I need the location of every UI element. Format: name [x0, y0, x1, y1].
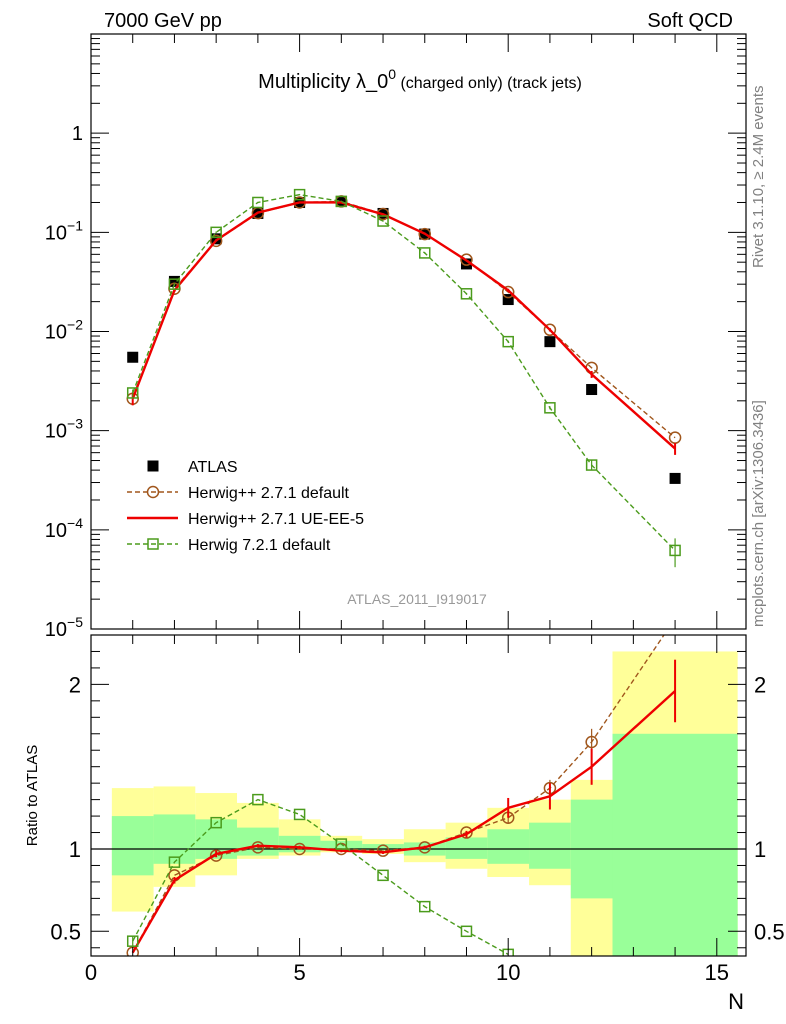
ratio-ytick-label: 0.5 — [50, 919, 81, 944]
ratio-ytick-label-right: 0.5 — [754, 919, 785, 944]
uncertainty-band-inner — [487, 829, 530, 864]
legend: ATLAS Herwig++ 2.7.1 default Herwig++ 2.7.… — [127, 459, 364, 554]
chart-title: Multiplicity λ_00 (charged only) (track … — [258, 66, 582, 93]
legend-entry: Herwig++ 2.7.1 default — [127, 485, 350, 502]
main-series-0-point — [586, 384, 598, 396]
main-series-0-point — [669, 472, 681, 484]
legend-label: Herwig++ 2.7.1 default — [188, 485, 350, 502]
main-series-1-point — [460, 253, 473, 266]
uncertainty-band-inner — [362, 844, 404, 851]
main-series-1-point — [543, 323, 557, 337]
legend-entry: ATLAS — [147, 459, 238, 476]
uncertainty-band-inner — [111, 816, 154, 876]
main-series-3-point — [293, 188, 306, 201]
main-series-1-point — [376, 207, 390, 221]
ratio-plot-area — [91, 635, 746, 956]
legend-marker — [147, 460, 159, 472]
xtick-label: 0 — [85, 960, 97, 985]
ratio-panel — [91, 635, 746, 956]
main-series-1-point — [209, 234, 223, 248]
legend-marker — [146, 485, 160, 499]
uncertainty-band-inner — [529, 822, 571, 869]
main-ytick-label: 10−4 — [45, 515, 83, 542]
main-series-0-point — [127, 351, 139, 363]
ratio-series-2-point — [126, 935, 139, 947]
main-plot-area — [126, 188, 682, 568]
main-series-3-point — [585, 459, 598, 471]
main-ytick-label: 10−2 — [45, 317, 83, 344]
main-series-0-point — [210, 233, 222, 245]
ratio-series-2-line — [132, 798, 509, 955]
uncertainty-band-inner — [320, 840, 363, 851]
main-series-3-point — [168, 278, 181, 290]
plot-frames: 0.5 0.5 1 1 2 2 Ratio to ATLAS 0 5 10 15 N 10−5 10−4 1… — [24, 33, 785, 1014]
main-ytick-label: 10−3 — [45, 416, 83, 443]
x-axis-label: N — [728, 989, 744, 1014]
main-ytick-label: 1 — [72, 123, 83, 145]
main-ytick-label: 10−5 — [45, 614, 83, 641]
ratio-ylabel: Ratio to ATLAS — [24, 745, 41, 846]
ratio-ytick-label: 1 — [69, 837, 81, 862]
header-left-label: 7000 GeV pp — [104, 10, 222, 32]
legend-label: Herwig 7.2.1 default — [188, 537, 331, 554]
header-right-label: Soft QCD — [647, 10, 733, 32]
ratio-frame — [90, 634, 747, 957]
main-series-3-point — [544, 402, 556, 414]
main-series-3-point — [210, 226, 222, 239]
main-series-3-point — [126, 387, 139, 399]
ratio-series-0-point — [460, 826, 473, 839]
xtick-label: 15 — [705, 960, 729, 985]
legend-entry: Herwig 7.2.1 default — [127, 537, 331, 554]
ratio-series-2-point — [252, 793, 264, 806]
ratio-series-2-point — [210, 816, 222, 829]
main-series-0-point — [460, 258, 472, 270]
main-series-3-point — [669, 544, 681, 557]
uncertainty-band-inner — [445, 837, 488, 859]
main-series-0-point — [502, 294, 514, 306]
main-series-3-point — [502, 335, 514, 348]
legend-marker — [147, 538, 159, 550]
main-series-3-point — [335, 195, 348, 208]
main-series-0-point — [168, 275, 180, 287]
uncertainty-band-inner — [153, 814, 196, 864]
ratio-series-2-point — [335, 838, 348, 850]
ratio-series-0-point — [209, 849, 223, 862]
main-panel — [126, 188, 682, 568]
ratio-series-2-point — [460, 925, 473, 938]
main-series-3-point — [419, 247, 431, 259]
analysis-tag: ATLAS_2011_I919017 — [347, 591, 487, 607]
main-series-1-point — [418, 227, 432, 241]
ratio-ytick-label: 2 — [69, 672, 81, 697]
ratio-ytick-label-right: 1 — [754, 837, 766, 862]
legend-label: Herwig++ 2.7.1 UE-EE-5 — [188, 511, 364, 528]
ratio-series-2-point — [168, 856, 181, 868]
xtick-label: 5 — [293, 960, 305, 985]
main-series-0-point — [544, 336, 556, 348]
main-ytick-label: 10−1 — [45, 217, 83, 244]
main-frame — [90, 33, 747, 630]
ratio-series-0-point — [585, 735, 598, 749]
main-series-1-point — [501, 285, 515, 299]
main-series-3-point — [252, 196, 264, 209]
legend-entry: Herwig++ 2.7.1 UE-EE-5 — [127, 511, 364, 528]
legend-label: ATLAS — [188, 459, 238, 476]
uncertainty-band-inner — [612, 733, 738, 956]
main-series-3-point — [377, 215, 389, 227]
ratio-ytick-label-right: 2 — [754, 672, 766, 697]
ratio-series-2-point — [377, 869, 389, 882]
main-series-3-point — [460, 288, 473, 300]
ratio-series-2-point — [419, 900, 431, 913]
ratio-series-0-point — [293, 842, 306, 856]
ratio-series-2-point — [293, 808, 306, 821]
xtick-label: 10 — [496, 960, 520, 985]
